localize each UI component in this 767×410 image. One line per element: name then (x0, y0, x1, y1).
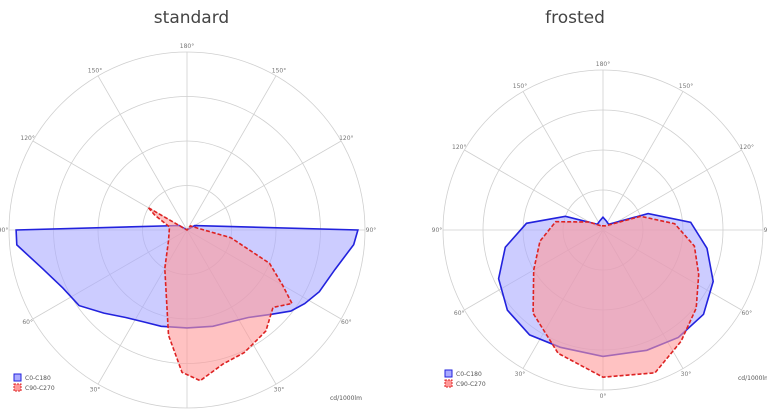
angle-tick-label: 60° (341, 319, 352, 326)
chart-title: frosted (545, 8, 605, 28)
chart-title: standard (153, 8, 230, 28)
unit-label: cd/1000lm (738, 375, 767, 382)
series-area-1 (532, 215, 700, 379)
angle-tick-label: 60° (741, 310, 752, 317)
grid-spoke (32, 140, 188, 231)
grid-spoke (186, 140, 342, 231)
angle-tick-label: 120° (452, 144, 466, 151)
grid-spoke (97, 75, 188, 231)
legend-label: C90-C270 (25, 385, 55, 392)
angle-tick-label: 150° (513, 83, 527, 90)
polar-plot: 180° 150° 120° 90° 60° 30° 0° 30° 60° 90° 120° 150°… (432, 61, 767, 400)
grid-spoke (602, 149, 742, 231)
angle-tick-label: 30° (515, 371, 526, 378)
chart-standard: standard 180°150°120°90°60°30°0°30°60°90… (0, 0, 383, 410)
angle-tick-label: 30° (681, 371, 692, 378)
grid-spoke (464, 149, 604, 231)
legend-swatch (444, 379, 453, 388)
legend-swatch (13, 373, 22, 382)
chart-frosted: frosted 180° 150° 120° 90° 60° 30° 0° 30° 60° 90°… (383, 0, 767, 410)
legend-label: C0-C180 (25, 375, 51, 382)
polar-plot: 180°150°120°90°60°30°0°30°60°90°120°150°… (0, 43, 377, 409)
angle-tick-label: 120° (740, 144, 754, 151)
unit-label: cd/1000lm (330, 395, 362, 402)
angle-tick-label: 60° (22, 319, 33, 326)
legend-swatch (444, 369, 453, 378)
angle-tick-label: 180° (596, 61, 610, 68)
angle-tick-label: 180° (180, 43, 194, 50)
angle-tick-label: 0° (600, 393, 607, 400)
legend-label: C90-C270 (456, 381, 486, 388)
angle-tick-label: 150° (272, 68, 286, 75)
grid-spoke (522, 91, 604, 231)
angle-tick-label: 30° (274, 386, 285, 393)
grid-spoke (186, 75, 277, 231)
angle-tick-label: 90° (764, 227, 767, 234)
angle-tick-label: 30° (90, 386, 101, 393)
legend-label: C0-C180 (456, 371, 482, 378)
angle-tick-label: 60° (454, 310, 465, 317)
series-area-1 (147, 207, 294, 382)
angle-tick-label: 90° (432, 227, 443, 234)
angle-tick-label: 90° (0, 227, 8, 234)
legend-swatch (13, 383, 22, 392)
angle-tick-label: 120° (339, 135, 353, 142)
angle-tick-label: 120° (20, 135, 34, 142)
angle-tick-label: 150° (679, 83, 693, 90)
grid-spoke (602, 91, 684, 231)
angle-tick-label: 90° (366, 227, 377, 234)
angle-tick-label: 150° (88, 68, 102, 75)
